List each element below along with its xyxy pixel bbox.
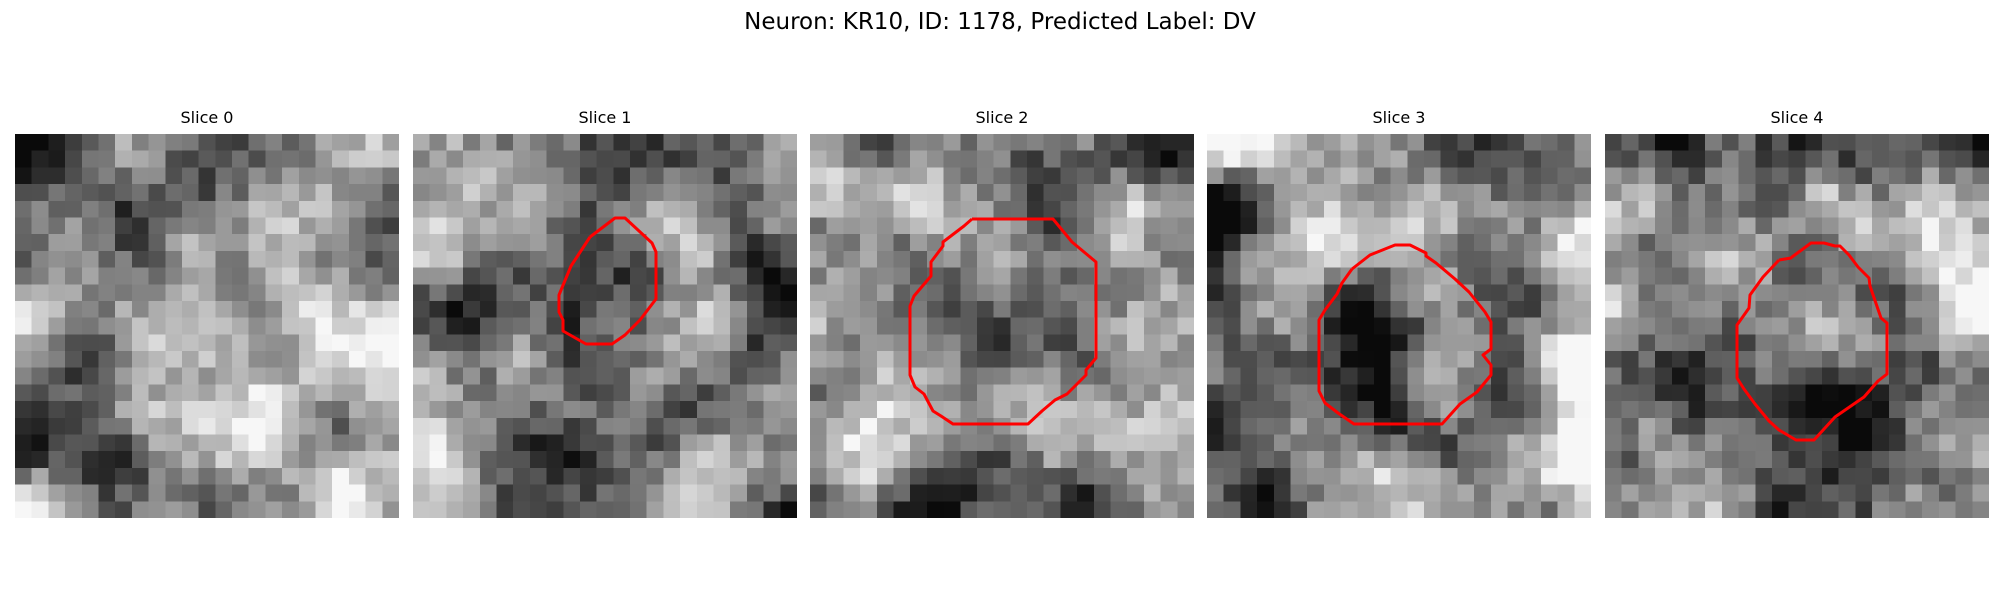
slice-title: Slice 2 — [975, 108, 1029, 127]
roi-outline — [1317, 243, 1493, 426]
roi-outline — [1735, 241, 1889, 442]
slice-panel-0: Slice 0 — [15, 108, 399, 518]
slice-image — [1605, 134, 1989, 518]
slice-image — [810, 134, 1194, 518]
roi-outline — [908, 217, 1098, 426]
grayscale-image — [15, 134, 399, 518]
slice-title: Slice 0 — [180, 108, 234, 127]
grayscale-image — [1605, 134, 1989, 518]
slice-title: Slice 4 — [1770, 108, 1824, 127]
slice-image — [1207, 134, 1591, 518]
grayscale-image — [413, 134, 797, 518]
slice-title: Slice 3 — [1372, 108, 1426, 127]
slice-panel-4: Slice 4 — [1605, 108, 1989, 518]
grayscale-image — [810, 134, 1194, 518]
slice-image — [15, 134, 399, 518]
slice-panel-2: Slice 2 — [810, 108, 1194, 518]
roi-outline — [557, 216, 658, 346]
slice-panel-1: Slice 1 — [413, 108, 797, 518]
slice-title: Slice 1 — [578, 108, 632, 127]
grayscale-image — [1207, 134, 1591, 518]
figure-title: Neuron: KR10, ID: 1178, Predicted Label:… — [744, 9, 1256, 35]
slice-image — [413, 134, 797, 518]
slice-panel-3: Slice 3 — [1207, 108, 1591, 518]
